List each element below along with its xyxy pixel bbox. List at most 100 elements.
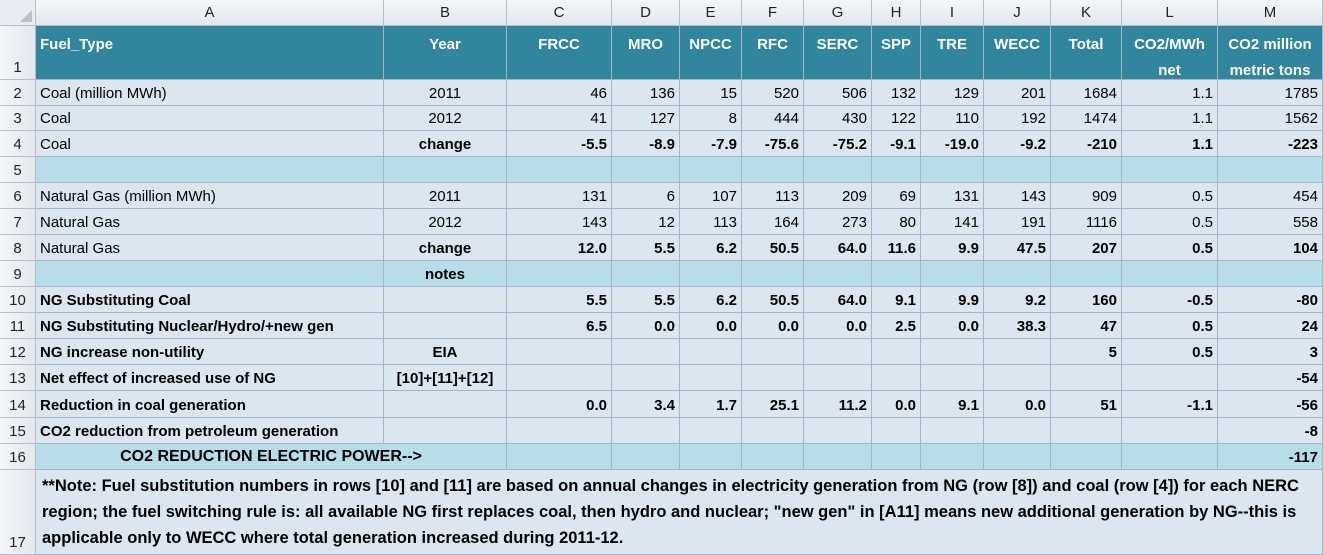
cell-j4[interactable]: -9.2 (984, 131, 1051, 157)
row-header-3[interactable]: 3 (0, 106, 36, 131)
cell-e16[interactable] (680, 444, 742, 470)
cell-a12[interactable]: NG increase non-utility (36, 339, 384, 365)
cell-k7[interactable]: 1116 (1051, 209, 1122, 235)
cell-c7[interactable]: 143 (507, 209, 612, 235)
column-header-d[interactable]: D (612, 0, 680, 26)
cell-c9[interactable] (507, 261, 612, 287)
cell-j14[interactable]: 0.0 (984, 391, 1051, 418)
cell-a9[interactable] (36, 261, 384, 287)
cell-d7[interactable]: 12 (612, 209, 680, 235)
cell-l6[interactable]: 0.5 (1122, 183, 1218, 209)
cell-d5[interactable] (612, 157, 680, 183)
cell-d15[interactable] (612, 418, 680, 444)
cell-m4[interactable]: -223 (1218, 131, 1323, 157)
cell-g7[interactable]: 273 (804, 209, 872, 235)
cell-k4[interactable]: -210 (1051, 131, 1122, 157)
cell-c10[interactable]: 5.5 (507, 287, 612, 313)
cell-j6[interactable]: 143 (984, 183, 1051, 209)
cell-l1[interactable]: CO2/MWh net (1122, 26, 1218, 80)
cell-g14[interactable]: 11.2 (804, 391, 872, 418)
cell-l14[interactable]: -1.1 (1122, 391, 1218, 418)
select-all-corner[interactable] (0, 0, 36, 26)
cell-e1[interactable]: NPCC (680, 26, 742, 80)
cell-g5[interactable] (804, 157, 872, 183)
cell-k5[interactable] (1051, 157, 1122, 183)
cell-l15[interactable] (1122, 418, 1218, 444)
cell-j2[interactable]: 201 (984, 80, 1051, 106)
cell-e15[interactable] (680, 418, 742, 444)
cell-c1[interactable]: FRCC (507, 26, 612, 80)
cell-l9[interactable] (1122, 261, 1218, 287)
cell-h5[interactable] (872, 157, 921, 183)
cell-a2[interactable]: Coal (million MWh) (36, 80, 384, 106)
cell-b9[interactable]: notes (384, 261, 507, 287)
cell-f1[interactable]: RFC (742, 26, 804, 80)
cell-m13[interactable]: -54 (1218, 365, 1323, 391)
cell-b2[interactable]: 2011 (384, 80, 507, 106)
cell-m7[interactable]: 558 (1218, 209, 1323, 235)
cell-d14[interactable]: 3.4 (612, 391, 680, 418)
cell-k6[interactable]: 909 (1051, 183, 1122, 209)
cell-j8[interactable]: 47.5 (984, 235, 1051, 261)
row-header-8[interactable]: 8 (0, 235, 36, 261)
cell-b12[interactable]: EIA (384, 339, 507, 365)
cell-d8[interactable]: 5.5 (612, 235, 680, 261)
cell-i16[interactable] (921, 444, 984, 470)
cell-f11[interactable]: 0.0 (742, 313, 804, 339)
cell-e12[interactable] (680, 339, 742, 365)
cell-c6[interactable]: 131 (507, 183, 612, 209)
cell-b11[interactable] (384, 313, 507, 339)
cell-d4[interactable]: -8.9 (612, 131, 680, 157)
cell-l2[interactable]: 1.1 (1122, 80, 1218, 106)
column-header-l[interactable]: L (1122, 0, 1218, 26)
cell-l12[interactable]: 0.5 (1122, 339, 1218, 365)
cell-h8[interactable]: 11.6 (872, 235, 921, 261)
cell-f3[interactable]: 444 (742, 106, 804, 131)
cell-e10[interactable]: 6.2 (680, 287, 742, 313)
cell-d9[interactable] (612, 261, 680, 287)
cell-m5[interactable] (1218, 157, 1323, 183)
cell-l5[interactable] (1122, 157, 1218, 183)
row-header-6[interactable]: 6 (0, 183, 36, 209)
cell-d16[interactable] (612, 444, 680, 470)
cell-m10[interactable]: -80 (1218, 287, 1323, 313)
cell-b6[interactable]: 2011 (384, 183, 507, 209)
cell-g10[interactable]: 64.0 (804, 287, 872, 313)
cell-g1[interactable]: SERC (804, 26, 872, 80)
cell-i5[interactable] (921, 157, 984, 183)
cell-m3[interactable]: 1562 (1218, 106, 1323, 131)
cell-d3[interactable]: 127 (612, 106, 680, 131)
cell-j10[interactable]: 9.2 (984, 287, 1051, 313)
cell-h15[interactable] (872, 418, 921, 444)
row-header-7[interactable]: 7 (0, 209, 36, 235)
cell-g9[interactable] (804, 261, 872, 287)
column-header-f[interactable]: F (742, 0, 804, 26)
cell-b15[interactable] (384, 418, 507, 444)
cell-i8[interactable]: 9.9 (921, 235, 984, 261)
cell-j9[interactable] (984, 261, 1051, 287)
cell-k10[interactable]: 160 (1051, 287, 1122, 313)
cell-c14[interactable]: 0.0 (507, 391, 612, 418)
cell-b3[interactable]: 2012 (384, 106, 507, 131)
cell-k9[interactable] (1051, 261, 1122, 287)
cell-k1[interactable]: Total (1051, 26, 1122, 80)
cell-c2[interactable]: 46 (507, 80, 612, 106)
cell-g13[interactable] (804, 365, 872, 391)
cell-g8[interactable]: 64.0 (804, 235, 872, 261)
cell-g11[interactable]: 0.0 (804, 313, 872, 339)
cell-g2[interactable]: 506 (804, 80, 872, 106)
cell-m6[interactable]: 454 (1218, 183, 1323, 209)
cell-f13[interactable] (742, 365, 804, 391)
cell-m15[interactable]: -8 (1218, 418, 1323, 444)
cell-j3[interactable]: 192 (984, 106, 1051, 131)
column-header-k[interactable]: K (1051, 0, 1122, 26)
cell-e3[interactable]: 8 (680, 106, 742, 131)
cell-d10[interactable]: 5.5 (612, 287, 680, 313)
cell-e8[interactable]: 6.2 (680, 235, 742, 261)
cell-f7[interactable]: 164 (742, 209, 804, 235)
cell-j16[interactable] (984, 444, 1051, 470)
cell-e5[interactable] (680, 157, 742, 183)
cell-j5[interactable] (984, 157, 1051, 183)
cell-h2[interactable]: 132 (872, 80, 921, 106)
cell-b4[interactable]: change (384, 131, 507, 157)
